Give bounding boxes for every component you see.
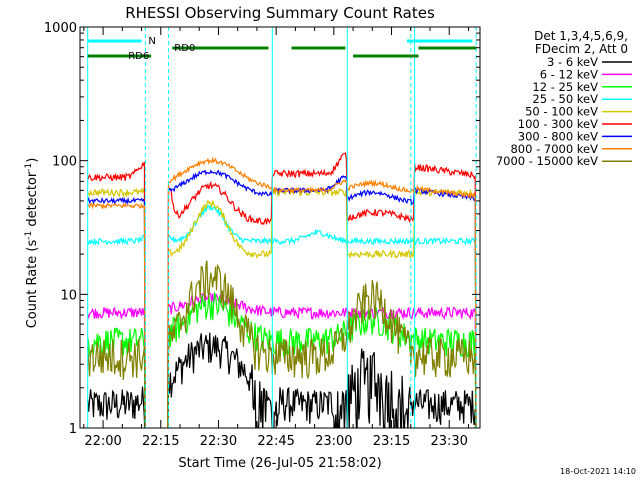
legend-label-0: 3 - 6 keV [547,55,598,69]
axes: 22:00 22:15 22:30 22:45 23:00 23:15 23:30 1 10 10… [44,21,481,449]
plot-area: RD0 RD6 N [87,27,477,428]
legend-label-1: 6 - 12 keV [540,67,598,81]
series-line-2 [87,291,477,428]
legend-label-2: 12 - 25 keV [532,80,598,94]
x-tick-label: 22:15 [142,434,179,449]
rd0-label: RD0 [174,43,195,54]
series-line-6 [87,169,477,428]
x-tick-label: 23:15 [373,434,410,449]
series-line-8 [87,260,477,428]
y-tick-label: 1000 [44,21,77,36]
x-tick-label: 22:30 [200,434,237,449]
series-line-4 [87,187,477,428]
series-line-1 [87,292,477,428]
legend-label-5: 100 - 300 keV [518,117,598,131]
legend-label-6: 300 - 800 keV [518,129,598,143]
x-tick-label: 22:00 [84,434,121,449]
series-line-0 [87,332,477,428]
y-tick-label: 10 [60,288,77,303]
legend-label-7: 800 - 7000 keV [510,142,598,156]
night-label: N [148,36,155,47]
x-tick-label: 23:00 [315,434,352,449]
footer-date: 18-Oct-2021 14:10 [560,467,636,476]
y-tick-label: 1 [69,422,77,437]
y-tick-label: 100 [52,155,77,170]
legend-label-8: 7000 - 15000 keV [496,154,598,168]
plot-frame [79,26,481,429]
legend-header-line-2: FDecim 2, Att 0 [535,42,628,56]
series-line-5 [87,152,477,428]
x-tick-label: 23:30 [430,434,467,449]
legend: Det 1,3,4,5,6,9, FDecim 2, Att 0 3 - 6 k… [496,29,632,168]
legend-label-4: 50 - 100 keV [525,105,598,119]
x-axis-label: Start Time (26-Jul-05 21:58:02) [178,456,381,471]
series-line-3 [87,204,477,428]
y-axis-label: Count Rate (s-1 detector-1) [24,158,40,329]
chart-title: RHESSI Observing Summary Count Rates [125,4,435,22]
rd6-label: RD6 [128,51,149,62]
x-tick-label: 22:45 [257,434,294,449]
legend-header-line-1: Det 1,3,4,5,6,9, [534,29,628,43]
series-line-7 [87,156,477,428]
legend-label-3: 25 - 50 keV [532,92,598,106]
